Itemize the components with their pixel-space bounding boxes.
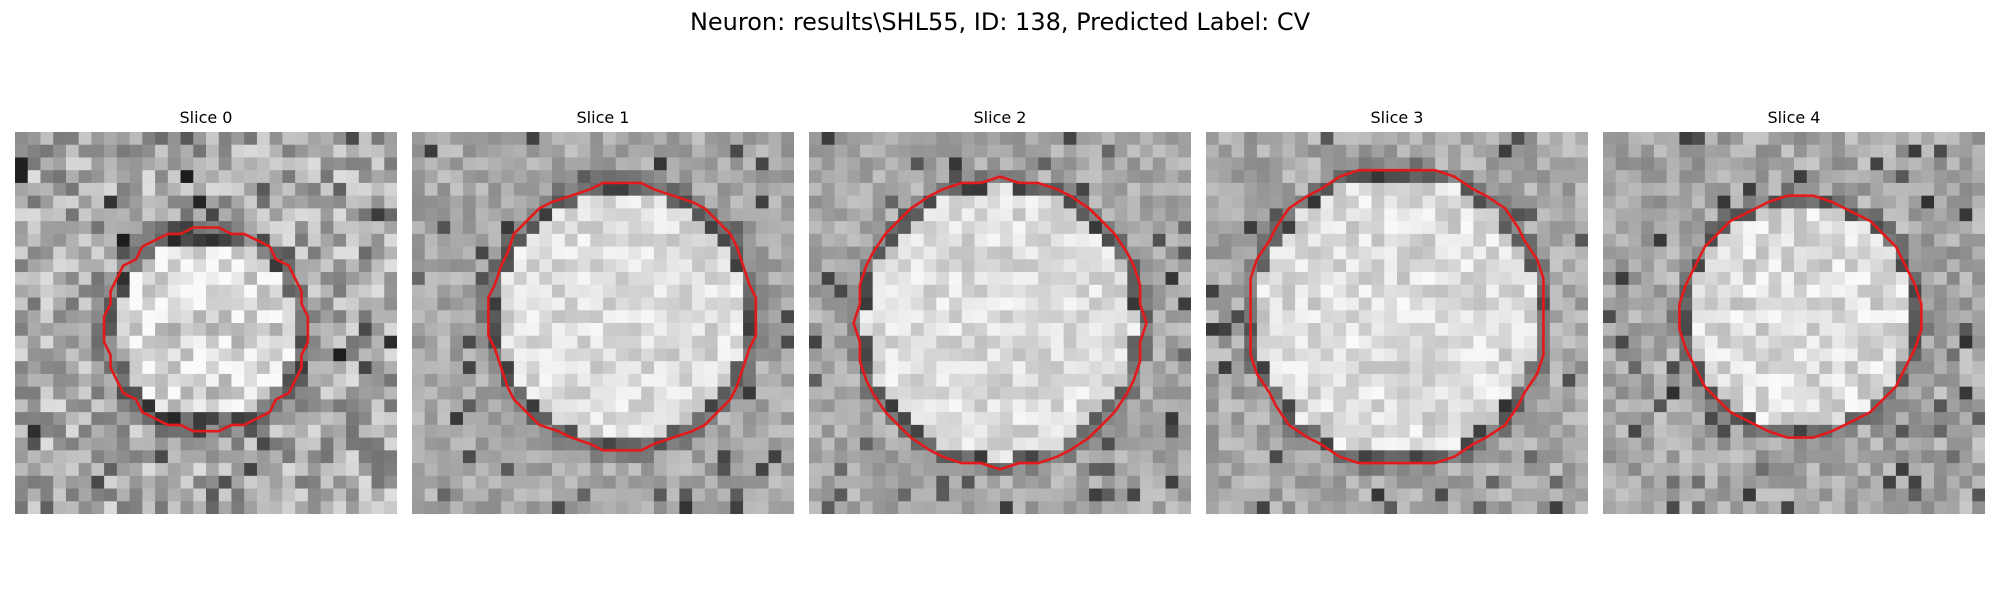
slice-panel-2: Slice 2 xyxy=(809,108,1191,514)
slice-image-0 xyxy=(15,132,397,514)
slice-image-1 xyxy=(412,132,794,514)
slice-title: Slice 3 xyxy=(1370,108,1424,127)
slice-pixels xyxy=(1603,132,1985,514)
slice-pixels xyxy=(1206,132,1588,514)
predicted-contour xyxy=(487,181,758,452)
predicted-contour xyxy=(1678,194,1923,439)
slice-title: Slice 0 xyxy=(179,108,233,127)
slice-title: Slice 2 xyxy=(973,108,1027,127)
slice-panel-1: Slice 1 xyxy=(412,108,794,514)
figure-title: Neuron: results\SHL55, ID: 138, Predicte… xyxy=(689,8,1311,36)
slice-pixels xyxy=(15,132,397,514)
slice-image-4 xyxy=(1603,132,1985,514)
predicted-contour xyxy=(102,226,310,433)
slice-panel-3: Slice 3 xyxy=(1206,108,1588,514)
slice-panel-0: Slice 0 xyxy=(15,108,397,514)
slice-pixels xyxy=(412,132,794,514)
slice-panel-4: Slice 4 xyxy=(1603,108,1985,514)
slice-title: Slice 4 xyxy=(1767,108,1821,127)
slice-pixels xyxy=(809,132,1191,514)
predicted-contour xyxy=(1249,168,1545,465)
slice-image-2 xyxy=(809,132,1191,514)
slice-image-3 xyxy=(1206,132,1588,514)
slice-title: Slice 1 xyxy=(576,108,630,127)
predicted-contour xyxy=(852,175,1148,471)
